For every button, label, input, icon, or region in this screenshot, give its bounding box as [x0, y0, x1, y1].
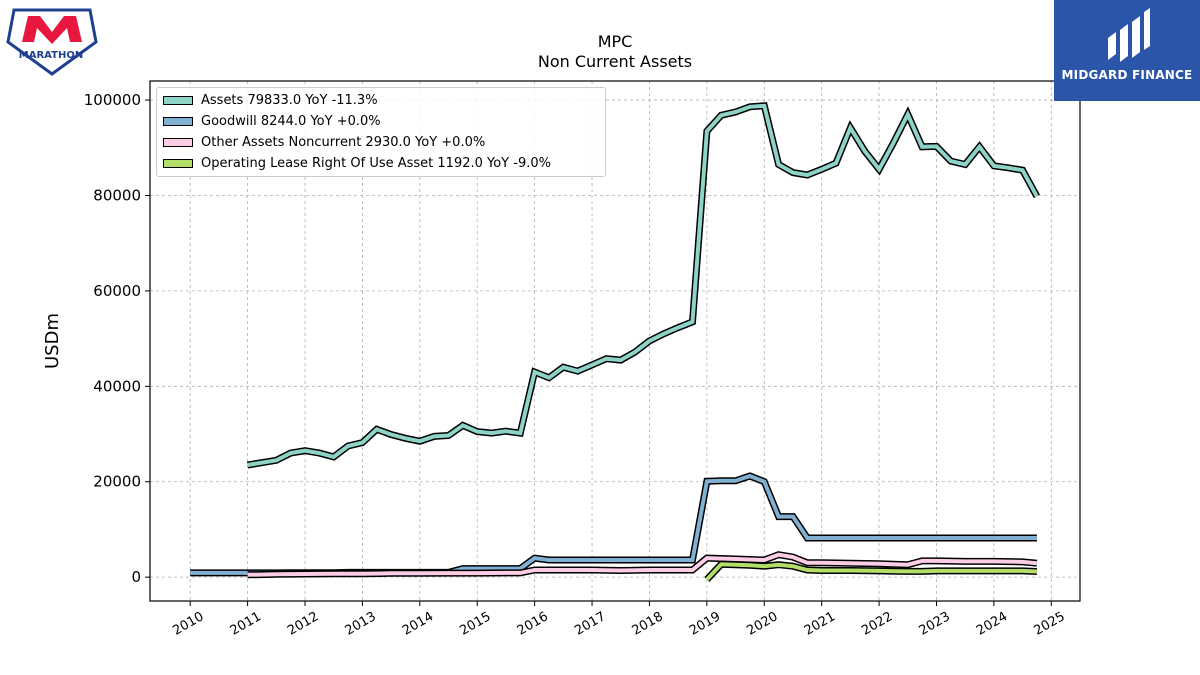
x-tick-label: 2011 [228, 609, 264, 639]
x-tick-label: 2024 [974, 609, 1010, 639]
series-lines [190, 102, 1040, 582]
legend-label: Assets 79833.0 YoY -11.3% [201, 92, 378, 108]
series-line-0 [247, 103, 1039, 467]
chart-subtitle: Non Current Assets [537, 52, 693, 71]
marathon-logo: MARATHON [4, 6, 100, 76]
legend-label: Operating Lease Right Of Use Asset 1192.… [201, 155, 551, 171]
y-axis-label: USDm [42, 313, 63, 369]
y-tick-label: 20000 [93, 473, 141, 491]
x-tick-label: 2021 [802, 609, 838, 639]
legend-swatch-other-assets [163, 137, 193, 147]
legend: Assets 79833.0 YoY -11.3% Goodwill 8244.… [156, 87, 606, 177]
legend-swatch-goodwill [163, 116, 193, 126]
x-tick-label: 2018 [630, 609, 666, 639]
midgard-finance-logo: MIDGARD FINANCE [1054, 0, 1200, 101]
y-tick-label: 100000 [84, 91, 141, 109]
x-axis-ticks: 2010 2011 2012 2013 2014 2015 2016 2017 2018 2019… [170, 601, 1068, 639]
x-tick-label: 2020 [744, 609, 780, 639]
legend-item-goodwill: Goodwill 8244.0 YoY +0.0% [163, 111, 381, 131]
legend-item-other-assets: Other Assets Noncurrent 2930.0 YoY +0.0% [163, 132, 485, 152]
y-tick-label: 0 [131, 568, 141, 586]
plot-frame [149, 80, 1081, 602]
marathon-logo-icon [6, 8, 98, 76]
x-tick-label: 2012 [285, 609, 321, 639]
x-tick-label: 2023 [917, 609, 953, 639]
x-tick-label: 2015 [457, 609, 493, 639]
legend-label: Goodwill 8244.0 YoY +0.0% [201, 113, 381, 129]
series-line-2 [247, 552, 1038, 577]
x-tick-label: 2017 [572, 609, 608, 639]
series-line-1 [190, 473, 1037, 575]
x-tick-label: 2014 [400, 609, 436, 639]
x-tick-label: 2019 [687, 609, 723, 639]
legend-item-operating-lease: Operating Lease Right Of Use Asset 1192.… [163, 153, 551, 173]
midgard-logo-icon [1108, 8, 1150, 62]
y-tick-label: 80000 [93, 186, 141, 204]
x-tick-label: 2025 [1031, 609, 1067, 639]
chart-title: MPC [597, 32, 633, 51]
x-tick-label: 2022 [859, 609, 895, 639]
x-tick-label: 2010 [170, 609, 206, 639]
x-tick-label: 2013 [343, 609, 379, 639]
legend-label: Other Assets Noncurrent 2930.0 YoY +0.0% [201, 134, 486, 150]
x-tick-label: 2016 [515, 609, 551, 639]
marathon-logo-text: MARATHON [18, 50, 84, 61]
y-tick-label: 60000 [93, 282, 141, 300]
midgard-logo-text: MIDGARD FINANCE [1061, 68, 1193, 82]
legend-swatch-operating-lease [163, 158, 193, 168]
legend-swatch-assets [163, 95, 193, 105]
series-line-3 [705, 562, 1037, 581]
y-tick-label: 40000 [93, 377, 141, 395]
legend-item-assets: Assets 79833.0 YoY -11.3% [163, 90, 378, 110]
y-axis-ticks: 0 20000 40000 60000 80000 100000 [84, 91, 150, 586]
